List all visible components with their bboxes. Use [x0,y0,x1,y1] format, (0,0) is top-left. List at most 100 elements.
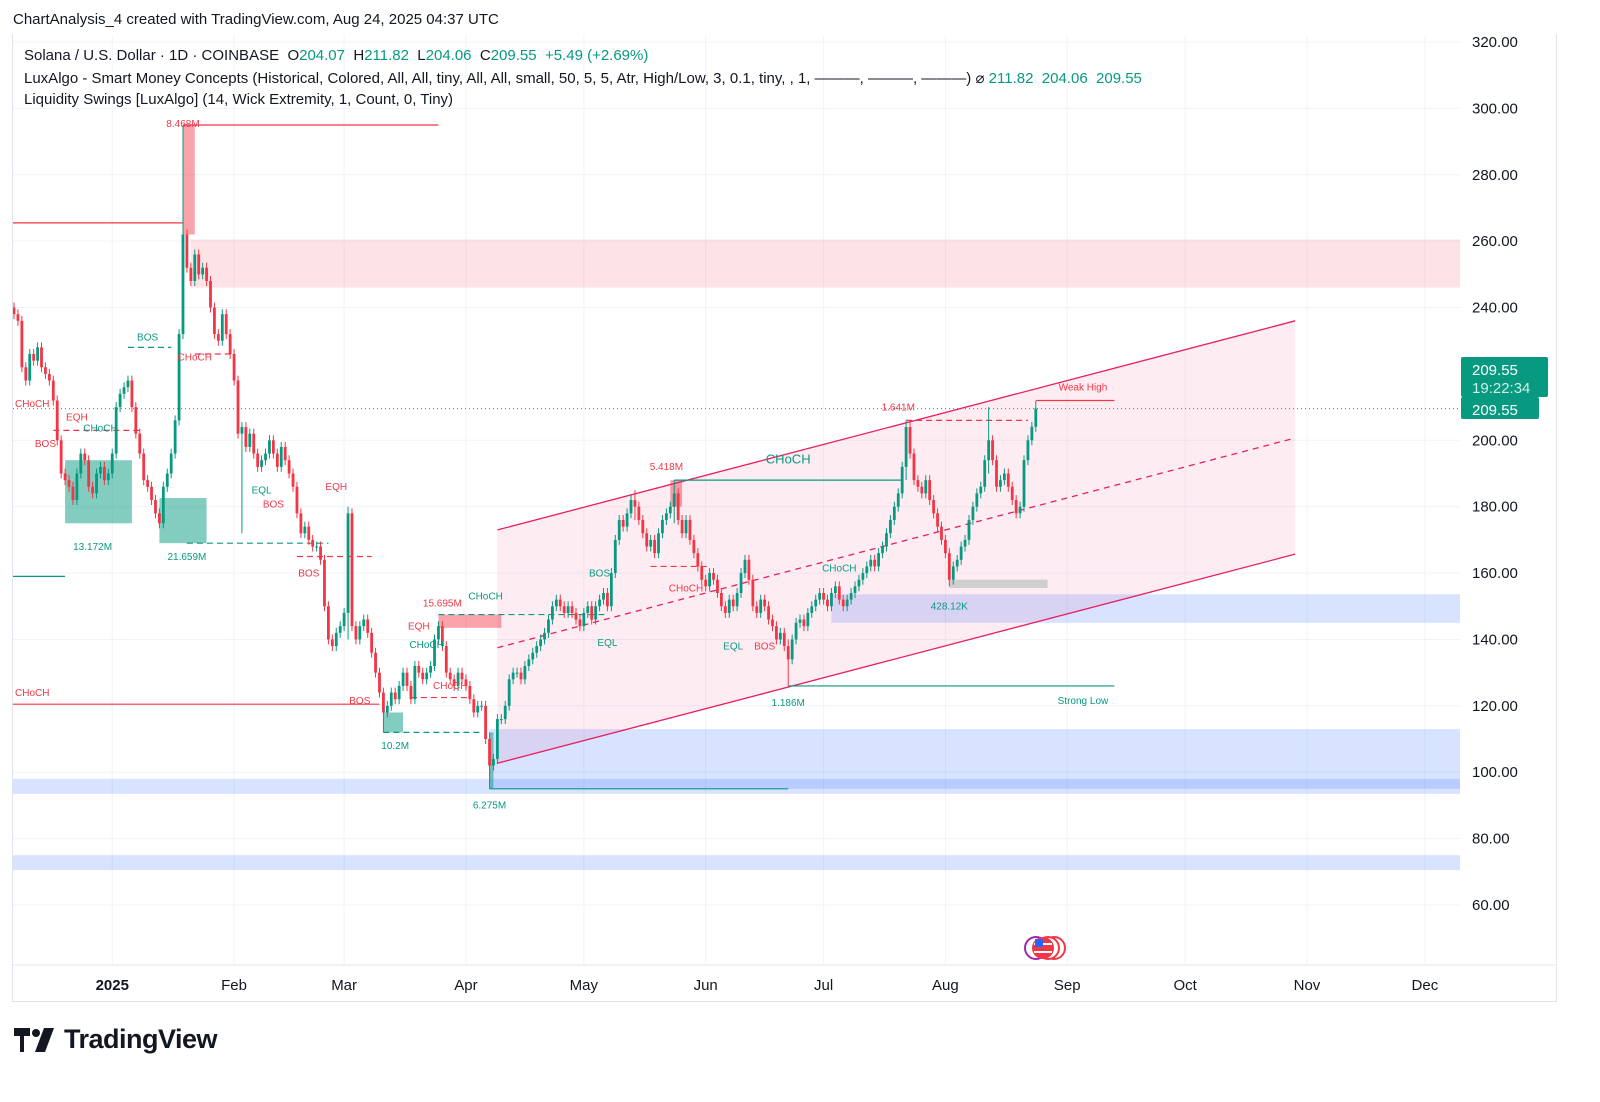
candle-body [370,632,374,653]
candle [743,554,747,579]
candle-body [248,433,252,447]
candle [13,302,16,320]
candle-body [287,460,291,474]
candle-body [841,599,845,607]
candle [382,687,385,733]
us-flag-economic-events-icon[interactable] [1024,936,1066,960]
price-axis-label: 240.00 [1472,300,1518,317]
zone-blue [831,594,1460,623]
candle [110,448,114,479]
candle-body [220,314,224,341]
zone-ob-bear [670,480,683,507]
candle-body [759,599,763,613]
candle-body [751,579,755,607]
candle-body [680,519,684,534]
candle-body [924,480,928,494]
price-axis-label: 100.00 [1472,764,1518,781]
candle-body [723,606,727,613]
candle-body [342,612,346,627]
candle-body [122,387,126,394]
candle [778,627,782,645]
candle-body [920,486,924,494]
candle-body [661,519,664,534]
candle [323,554,326,612]
candle [641,514,645,539]
zone-blue [489,729,1460,789]
candle-body [830,592,833,607]
time-axis-label: Mar [331,977,357,994]
symbol-name: Solana / U.S. Dollar · 1D · COINBASE [24,47,280,64]
candle [708,568,712,592]
candle [264,448,267,466]
candle-body [126,380,130,388]
high-value: 211.82 [364,47,409,64]
last-price-badge [1461,397,1539,419]
candle-body [480,705,484,707]
time-axis-label: Apr [454,977,477,994]
candle-body [492,758,495,766]
candle [209,276,212,313]
candle [75,468,79,506]
candle [158,508,161,529]
candle-body [743,559,747,574]
candle-body [315,546,319,548]
candle [83,448,87,466]
candle [189,262,193,286]
time-axis-label: Oct [1173,977,1197,994]
candle-body [995,460,998,487]
candlestick-chart[interactable]: 8.468M 13.172M 21.659M 10.2M 15.695M 6.275M 5.… [0,0,1600,1010]
candle-body [495,719,499,759]
channel-upper-line [497,320,1296,531]
candle-body [566,606,570,613]
chart-annotation-label: CHoCH [433,681,467,692]
candle-body [637,506,641,520]
candle-body [389,692,393,706]
candle-body [252,433,256,454]
candle [716,574,719,598]
symbol-legend[interactable]: Solana / U.S. Dollar · 1D · COINBASE O20… [24,47,648,64]
candle-body [676,493,680,520]
zone-blue [13,855,1460,871]
candle-body [696,553,700,567]
candle-body [511,672,515,680]
tradingview-logo[interactable]: TradingView [14,1024,218,1055]
chart-annotation-label: CHoCH [766,452,811,467]
price-axis-label: 140.00 [1472,631,1518,648]
candle [582,607,586,632]
chart-annotation-label: Strong Low [1058,696,1109,707]
candle-body [295,486,299,514]
candle-body [189,267,193,281]
candle [818,588,822,605]
candle [971,501,975,525]
chart-annotation-label: 15.695M [423,598,462,609]
candle [975,488,979,512]
candle [947,548,951,587]
candle [586,601,590,618]
candle-body [448,672,452,680]
candle [275,448,279,472]
candle [448,667,452,685]
candle [291,468,295,492]
chart-annotation-label: 10.2M [381,741,409,752]
indicator-smc-legend[interactable]: LuxAlgo - Smart Money Concepts (Historic… [24,69,1142,87]
indicator-liquidity-legend[interactable]: Liquidity Swings [LuxAlgo] (14, Wick Ext… [24,91,453,108]
candle [311,534,315,552]
candle [102,461,106,486]
candle [437,621,440,645]
candle [24,362,28,386]
candle [271,435,275,459]
candle [99,461,102,479]
candle-body [378,672,381,693]
candle-body [130,380,134,408]
candle [440,621,444,652]
candle-body [684,519,688,534]
candle-body [114,407,118,454]
candle [405,667,409,691]
zone-supply [190,239,1460,288]
candle [193,249,197,286]
candle-body [739,573,743,593]
candle [338,621,342,638]
candle [32,349,36,366]
candle [987,407,991,474]
candle-body [216,334,220,341]
